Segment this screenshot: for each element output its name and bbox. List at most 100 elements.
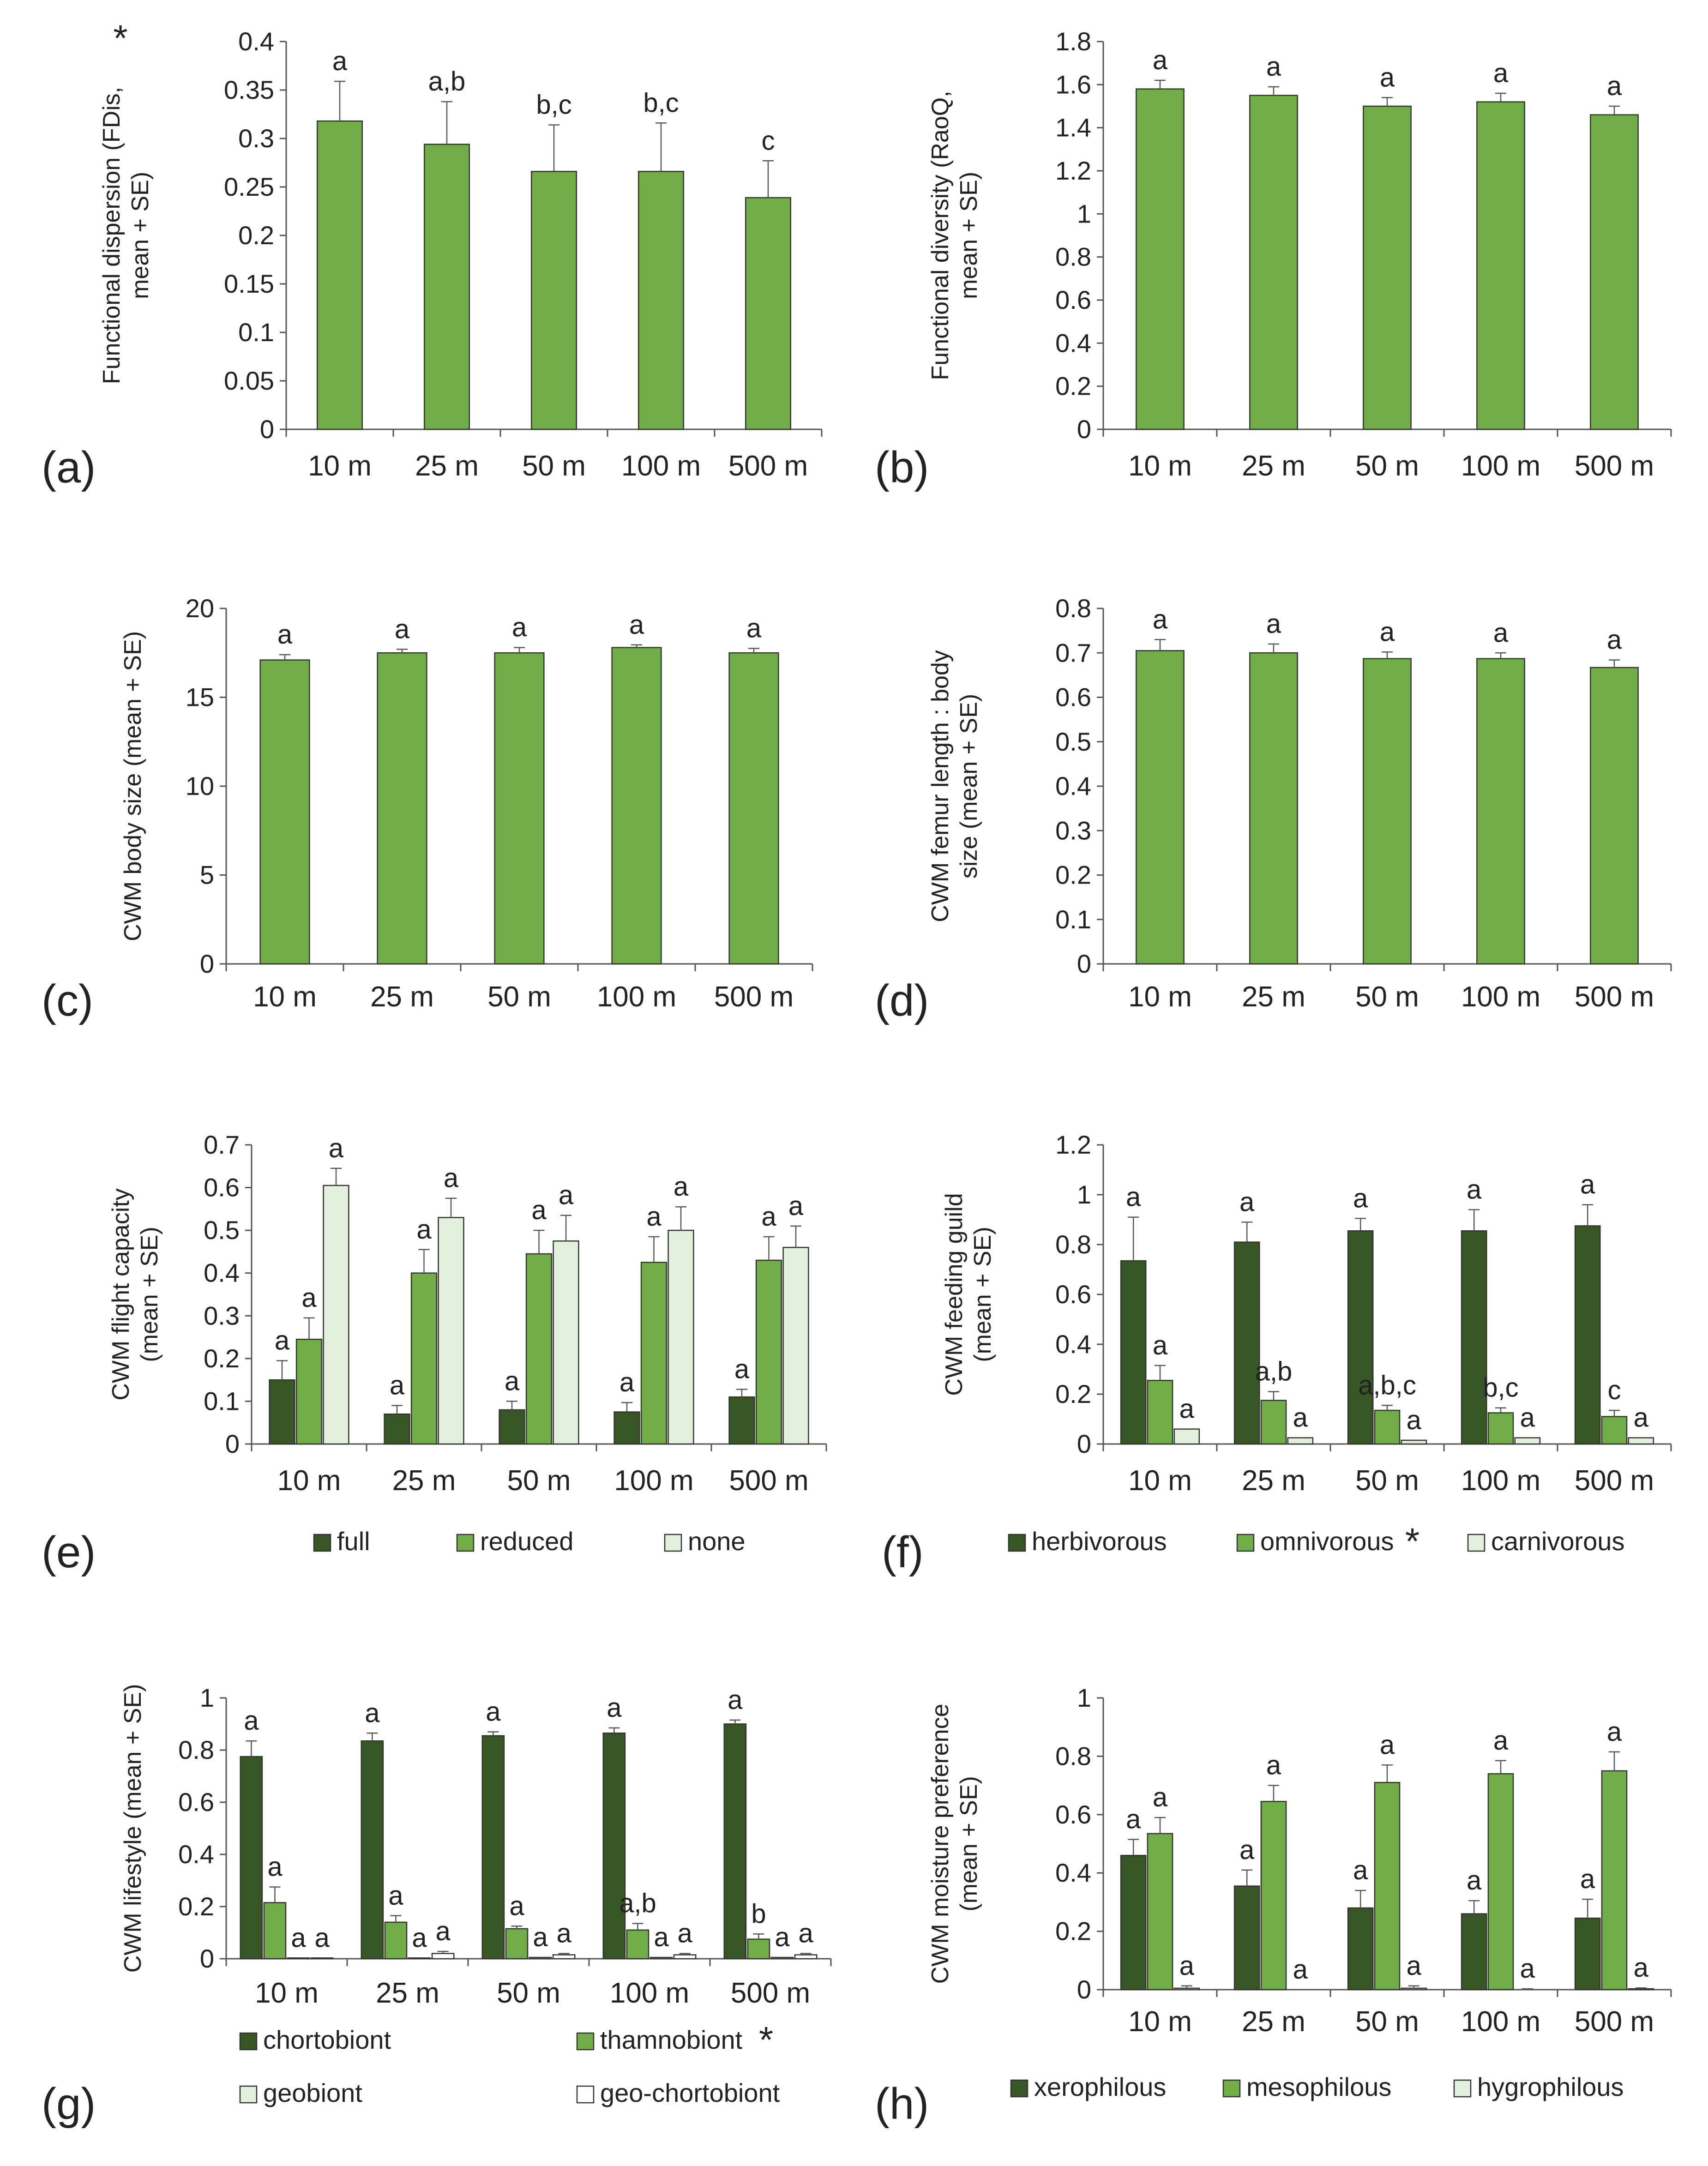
- bar-carnivorous-3: [1401, 1439, 1427, 1445]
- bar-mesophilous-4: [1487, 1773, 1514, 1991]
- x-tick-label: 10 m: [255, 1977, 319, 2009]
- significance-letter: a: [1266, 609, 1281, 639]
- y-tick-label: 1.6: [1055, 70, 1091, 99]
- legend-swatch: [239, 2085, 258, 2104]
- significance-letter: a: [1179, 1394, 1195, 1424]
- bar-hygrophilous-3: [1401, 1987, 1427, 1991]
- significance-letter: a: [1580, 1170, 1595, 1200]
- chart-panel-c: 0 5 10 15 20 10 m 25 m 50 m 100 m 500 m a a a a a CWM b…: [42, 594, 813, 1025]
- bar-mesophilous-1: [1147, 1833, 1173, 1991]
- bar-geo-chortobiont-5: [794, 1954, 818, 1960]
- bar-value-5: [1590, 667, 1639, 965]
- significance-letter: a: [1153, 45, 1168, 75]
- bar-thamnobiont-3: [505, 1928, 529, 1960]
- y-tick-label: 1.8: [1055, 27, 1091, 56]
- significance-letter: a: [1467, 1174, 1482, 1204]
- y-tick-label: 0.5: [204, 1215, 240, 1245]
- bar-herbivorous-4: [1461, 1230, 1487, 1445]
- x-tick-label: 500 m: [1575, 2006, 1654, 2038]
- significance-letter: a: [315, 1923, 330, 1953]
- y-axis-title: (mean + SE): [136, 1227, 163, 1362]
- significance-letter: a: [277, 620, 293, 650]
- bar-value-4: [638, 171, 684, 430]
- y-tick-label: 0.6: [1055, 683, 1091, 712]
- significance-letter: a: [1179, 1951, 1195, 1981]
- significance-letter: a: [395, 614, 410, 644]
- legend-label: hygrophilous: [1477, 2072, 1624, 2101]
- legend-swatch: [1467, 1534, 1485, 1552]
- y-tick-label: 0.6: [1055, 1800, 1091, 1829]
- x-tick-label: 50 m: [1355, 1465, 1419, 1497]
- y-tick-label: 20: [186, 594, 214, 623]
- x-tick-label: 50 m: [1355, 450, 1419, 482]
- significance-letter: a: [678, 1919, 693, 1949]
- y-axis-title: size (mean + SE): [956, 694, 982, 878]
- chart-panel-e: 0 0.1 0.2 0.3 0.4 0.5 0.6 0.7 10 m 25 m 50 m 100 m 5…: [42, 1130, 827, 1577]
- bar-value-2: [424, 144, 470, 430]
- significance-letter: a: [788, 1191, 804, 1221]
- bar-mesophilous-5: [1601, 1770, 1628, 1991]
- panel-label: (b): [875, 443, 929, 492]
- bar-reduced-3: [525, 1253, 553, 1445]
- bar-hygrophilous-1: [1173, 1987, 1200, 1991]
- y-tick-label: 0: [1077, 1975, 1091, 2004]
- bar-geo-chortobiont-2: [431, 1953, 455, 1960]
- y-tick-label: 0.6: [178, 1787, 214, 1817]
- significance-star: *: [113, 18, 127, 59]
- x-tick-label: 50 m: [1355, 2006, 1419, 2038]
- bar-herbivorous-2: [1233, 1241, 1260, 1445]
- legend-label: mesophilous: [1246, 2072, 1391, 2101]
- y-tick-label: 0.8: [1055, 1741, 1091, 1770]
- significance-letter: a: [646, 1202, 662, 1232]
- legend-swatch: [664, 1534, 682, 1552]
- panel-label: (e): [42, 1528, 96, 1577]
- bar-value-2: [1249, 652, 1298, 965]
- significance-letter: a: [244, 1706, 259, 1736]
- bar-geobiont-1: [287, 1957, 310, 1960]
- y-tick-label: 0.8: [1055, 242, 1091, 271]
- significance-letter: a: [531, 1195, 547, 1225]
- significance-letter: a: [388, 1881, 403, 1911]
- panel-label: (d): [875, 976, 929, 1025]
- chart-panel-f: 0 0.2 0.4 0.6 0.8 1 1.2 10 m 25 m 50 m 100 m 500 m a…: [882, 1130, 1672, 1577]
- y-tick-label: 0.15: [224, 269, 274, 298]
- significance-letter: a: [1266, 52, 1281, 82]
- significance-letter: a: [1380, 1730, 1395, 1760]
- significance-letter: a: [799, 1919, 814, 1949]
- bar-chortobiont-2: [361, 1740, 384, 1960]
- significance-letter: a: [1520, 1954, 1535, 1984]
- significance-letter: b: [751, 1899, 766, 1929]
- y-tick-label: 0.2: [1055, 1917, 1091, 1946]
- legend-label: carnivorous: [1491, 1527, 1624, 1556]
- significance-letter: a: [486, 1697, 501, 1727]
- significance-letter: a: [1153, 1782, 1168, 1812]
- significance-letter: a: [1293, 1955, 1308, 1985]
- bar-value-3: [1363, 658, 1412, 965]
- significance-letter: c: [1608, 1375, 1621, 1405]
- legend: herbivorous omnivorous * carnivorous: [1008, 1521, 1624, 1562]
- x-tick-label: 25 m: [1242, 2006, 1305, 2038]
- bar-full-2: [384, 1413, 410, 1445]
- bar-full-5: [728, 1396, 755, 1445]
- significance-letter: a: [1493, 58, 1509, 88]
- bar-none-3: [553, 1240, 579, 1445]
- y-tick-label: 1.2: [1055, 156, 1091, 185]
- y-tick-label: 0.8: [1055, 1230, 1091, 1259]
- panel-label: (c): [42, 976, 93, 1025]
- y-axis-title: (mean + SE): [956, 1776, 982, 1911]
- bar-geo-chortobiont-1: [310, 1957, 334, 1960]
- y-tick-label: 0.35: [224, 75, 274, 104]
- y-axis-title: CWM feeding guild: [941, 1193, 968, 1396]
- bar-value-5: [1590, 114, 1639, 430]
- significance-letter: a: [512, 613, 527, 643]
- x-tick-label: 100 m: [1461, 1465, 1540, 1497]
- x-tick-label: 500 m: [714, 981, 794, 1013]
- y-tick-label: 1: [200, 1683, 214, 1712]
- chart-panel-b: 0 0.2 0.4 0.6 0.8 1 1.2 1.4 1.6 1.8 10 m 25 m 50 m 10…: [875, 27, 1672, 492]
- bar-value-1: [317, 120, 363, 430]
- significance-letter: a: [267, 1852, 283, 1882]
- significance-letter: a: [1407, 1405, 1422, 1435]
- significance-letter: a: [416, 1215, 432, 1245]
- bar-carnivorous-4: [1514, 1437, 1541, 1445]
- y-tick-label: 0.2: [1055, 1379, 1091, 1408]
